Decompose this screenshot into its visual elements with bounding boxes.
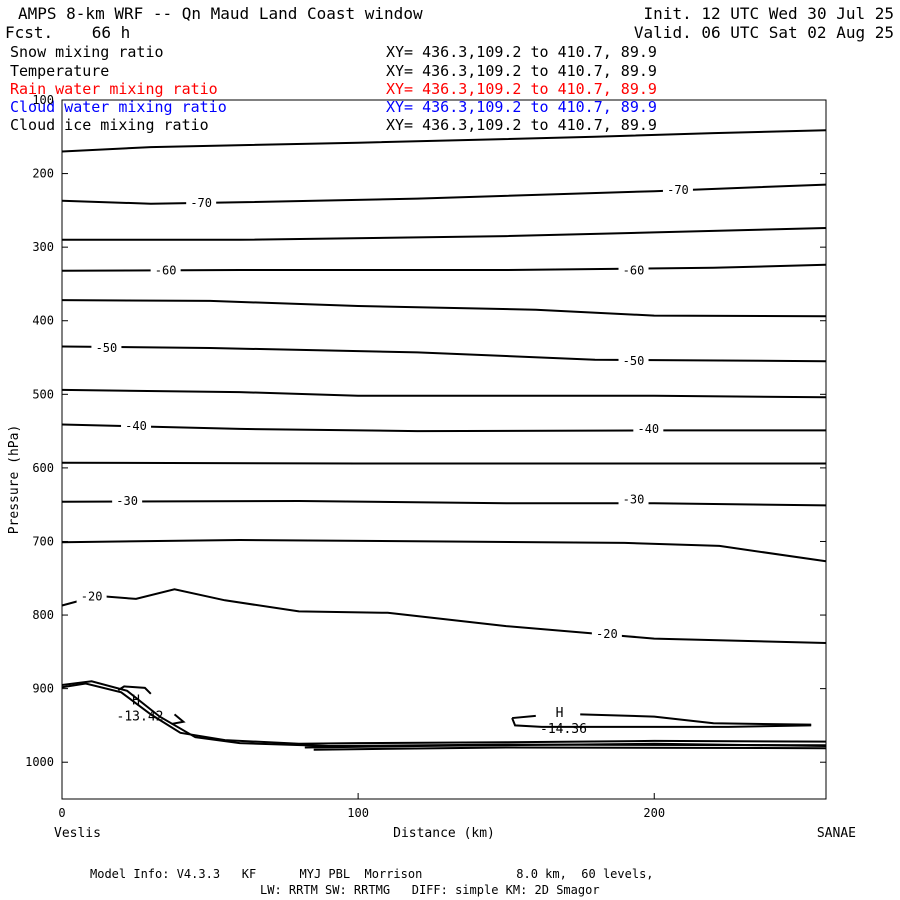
field-name-cloud-ice: Cloud ice mixing ratio [10, 116, 209, 134]
field-xy-cloud-water: XY= 436.3,109.2 to 410.7, 89.9 [386, 98, 657, 116]
contour-label: -50 [96, 341, 118, 355]
contour-label: -30 [623, 493, 645, 507]
x-tick-label: 100 [347, 806, 369, 820]
x-endpoint-left: Veslis [54, 826, 101, 841]
field-name-cloud-water: Cloud water mixing ratio [10, 98, 227, 116]
contour-line [61, 129, 827, 153]
contour-label-bg [662, 182, 693, 196]
x-endpoint-right: SANAE [817, 826, 856, 841]
contour-label: -50 [623, 354, 645, 368]
surface-contour [304, 742, 827, 749]
y-tick-label: 800 [32, 608, 54, 622]
chart-title: AMPS 8-km WRF -- Qn Maud Land Coast wind… [18, 4, 423, 23]
contour-label-bg [76, 589, 107, 603]
y-tick-label: 200 [32, 167, 54, 181]
contour-line [61, 499, 827, 507]
contour-line [61, 345, 827, 363]
surface-contour [313, 746, 827, 751]
y-tick-label: 400 [32, 314, 54, 328]
surface-contour [61, 682, 827, 745]
y-tick-label: 1000 [25, 755, 54, 769]
contour-label-bg [186, 196, 217, 210]
field-xy-rain: XY= 436.3,109.2 to 410.7, 89.9 [386, 80, 657, 98]
field-name-temperature: Temperature [10, 62, 110, 80]
contour-label-bg [112, 494, 143, 508]
contour-fragment [580, 713, 812, 726]
contour-label-bg [633, 421, 664, 435]
field-xy-snow: XY= 436.3,109.2 to 410.7, 89.9 [386, 43, 657, 61]
contour-label-bg [591, 627, 622, 641]
contour-label-bg [121, 418, 152, 432]
x-tick-label: 200 [643, 806, 665, 820]
model-info-line2: LW: RRTM SW: RRTMG DIFF: simple KM: 2D S… [260, 883, 600, 897]
model-info-line1: Model Info: V4.3.3 KF MYJ PBL Morrison 8… [90, 867, 654, 881]
contour-label: -20 [81, 590, 103, 604]
contour-label: -40 [637, 422, 659, 436]
contour-label: -60 [155, 264, 177, 278]
field-name-snow: Snow mixing ratio [10, 43, 164, 61]
high-marker: H [556, 706, 564, 721]
y-tick-label: 500 [32, 387, 54, 401]
contour-line [61, 588, 827, 644]
contour-line [61, 299, 827, 318]
contour-label-bg [618, 263, 649, 277]
contour-label-bg [150, 263, 181, 277]
surface-contour [61, 680, 827, 748]
contour-label-bg [618, 354, 649, 368]
contour-label-bg [618, 492, 649, 506]
valid-time: Valid. 06 UTC Sat 02 Aug 25 [633, 23, 894, 42]
y-tick-label: 100 [32, 93, 54, 107]
contour-label-bg [91, 340, 122, 354]
field-xy-temperature: XY= 436.3,109.2 to 410.7, 89.9 [386, 62, 657, 80]
contour-label: -60 [623, 264, 645, 278]
contour-line [61, 461, 826, 465]
contour-fragment [117, 685, 152, 695]
contour-line [61, 538, 827, 563]
x-tick-label: 0 [58, 806, 65, 820]
y-tick-label: 600 [32, 461, 54, 475]
contour-line [62, 227, 827, 241]
field-name-rain: Rain water mixing ratio [10, 80, 218, 98]
contour-fragment [171, 713, 186, 725]
contour-line [61, 183, 827, 205]
y-tick-label: 300 [32, 240, 54, 254]
high-value: -13.42 [117, 709, 164, 724]
contour-line [61, 423, 826, 433]
contour-label: -70 [667, 183, 689, 197]
high-value: -14.36 [540, 722, 587, 737]
x-axis-label: Distance (km) [393, 826, 495, 841]
contour-line [61, 388, 827, 399]
contour-fragment [511, 714, 812, 728]
high-marker: H [132, 693, 140, 708]
contour-label: -30 [116, 494, 138, 508]
contour-label: -20 [596, 627, 618, 641]
y-tick-label: 900 [32, 682, 54, 696]
init-time: Init. 12 UTC Wed 30 Jul 25 [643, 4, 894, 23]
plot-frame [61, 99, 827, 800]
contour-label: -70 [190, 196, 212, 210]
y-axis-label: Pressure (hPa) [7, 425, 22, 535]
field-xy-cloud-ice: XY= 436.3,109.2 to 410.7, 89.9 [386, 116, 657, 134]
forecast-hour: Fcst. 66 h [5, 23, 131, 42]
y-tick-label: 700 [32, 534, 54, 548]
contour-label: -40 [125, 419, 147, 433]
